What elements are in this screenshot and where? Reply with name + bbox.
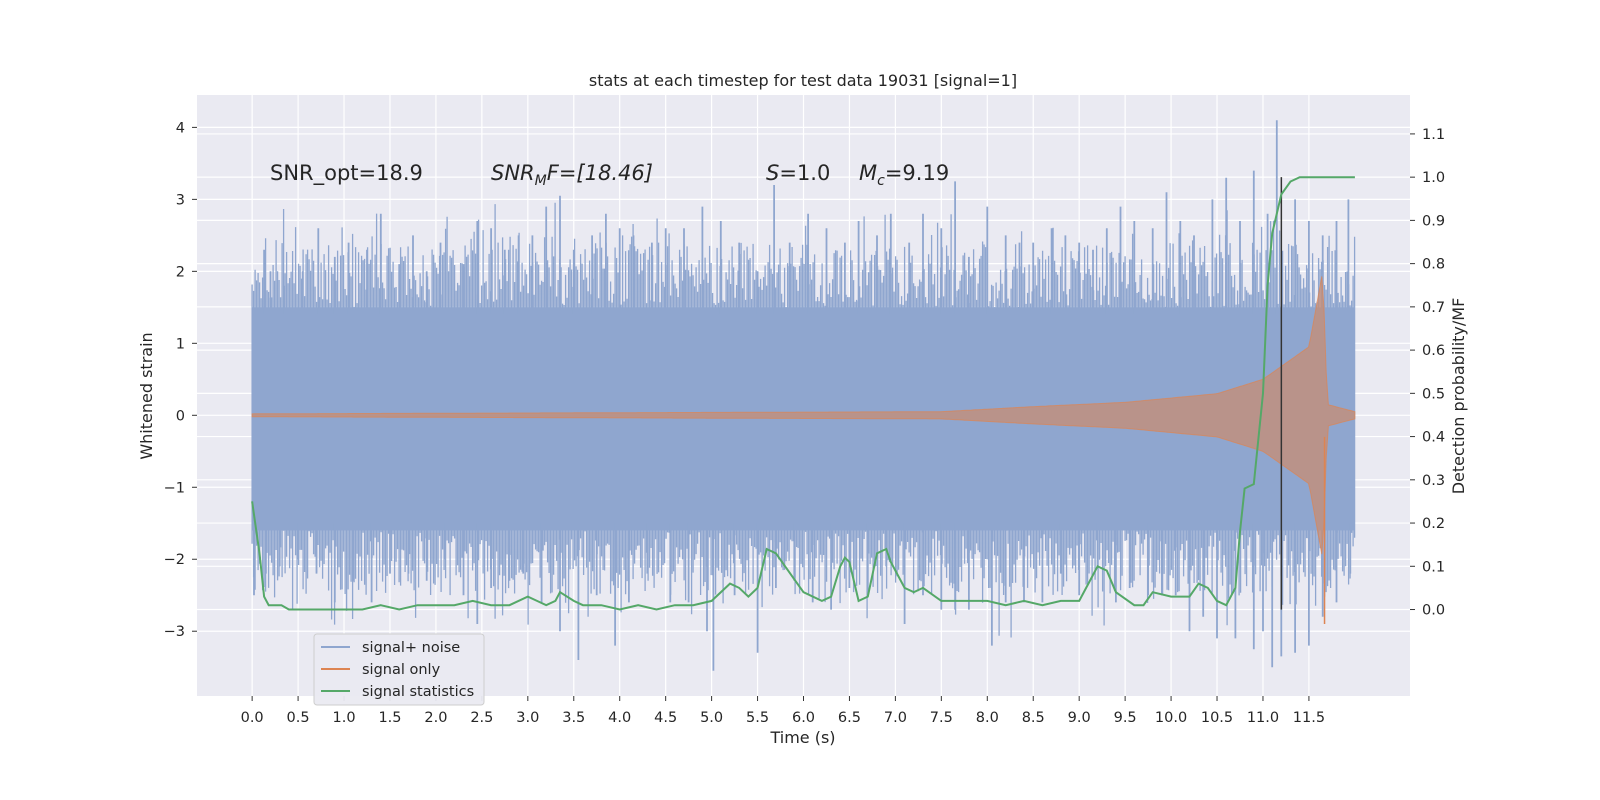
x-tick-label: 8.5	[1022, 710, 1045, 726]
series-signal-only	[251, 276, 1356, 625]
annotation-snr-mf-sub: M	[535, 173, 547, 189]
x-tick-label: 0.0	[241, 710, 264, 726]
annotation-mc: Mc=9.19	[859, 161, 949, 189]
statistics-line	[251, 176, 1355, 611]
x-tick-label: 8.0	[976, 710, 999, 726]
x-tick-label: 3.0	[516, 710, 539, 726]
x-axis-ticks: 0.0 0.5 1.0 1.5 2.0 2.5 3.0 3.5 4.0 4.5 5.0 5.5 6.0 6…	[241, 696, 1325, 726]
x-tick-label: 3.5	[562, 710, 585, 726]
x-tick-label: 11.0	[1247, 710, 1279, 726]
x-tick-label: 7.5	[930, 710, 953, 726]
legend-label-signal-only: signal only	[362, 662, 441, 678]
x-tick-label: 4.0	[608, 710, 631, 726]
series-signal-statistics	[251, 176, 1355, 611]
x-tick-label: 5.0	[700, 710, 723, 726]
annotation-snr-opt: SNR_opt=18.9	[270, 161, 423, 186]
y-tick-label: 0	[176, 408, 185, 424]
y-tick-label: −1	[164, 480, 185, 496]
annotation-s-symbol: S	[766, 161, 779, 185]
annotation-snr-mf: SNRMF=[18.46]	[491, 161, 653, 189]
x-tick-label: 10.0	[1155, 710, 1187, 726]
y-right-axis-ticks: 0.0 0.1 0.2 0.3 0.4 0.5 0.6 0.7 0.8 0.9 1.0 1.1	[1410, 127, 1445, 619]
y-tick-label: 3	[176, 192, 185, 208]
y-right-tick-label: 0.3	[1422, 473, 1445, 489]
chart-title: stats at each timestep for test data 190…	[589, 71, 1017, 90]
y-right-tick-label: 0.2	[1422, 516, 1445, 532]
y-tick-label: 4	[176, 120, 185, 136]
y-right-tick-label: 0.5	[1422, 386, 1445, 402]
signal-chirp	[251, 276, 1356, 555]
x-tick-label: 11.5	[1293, 710, 1325, 726]
annotation-s: S=1.0	[766, 161, 830, 185]
x-tick-label: 2.5	[470, 710, 493, 726]
x-tick-label: 6.0	[792, 710, 815, 726]
y-right-tick-label: 0.0	[1422, 603, 1445, 619]
x-tick-label: 9.0	[1068, 710, 1091, 726]
x-tick-label: 10.5	[1201, 710, 1233, 726]
annotation-s-value: =1.0	[779, 161, 830, 185]
x-tick-label: 2.0	[424, 710, 447, 726]
y-axis-label: Whitened strain	[137, 332, 156, 459]
legend: signal+ noise signal only signal statist…	[313, 633, 485, 706]
y-tick-label: −2	[164, 552, 185, 568]
y-right-tick-label: 0.4	[1422, 430, 1445, 446]
annotation-mc-value: =9.19	[885, 161, 949, 185]
x-tick-label: 1.0	[332, 710, 355, 726]
legend-box	[313, 633, 485, 706]
annotation-snr-mf-rest: F=[18.46]	[547, 161, 653, 185]
x-tick-label: 6.5	[838, 710, 861, 726]
y-right-tick-label: 0.9	[1422, 213, 1445, 229]
y-right-axis-label: Detection probability/MF	[1449, 298, 1468, 495]
y-right-tick-label: 1.1	[1422, 127, 1445, 143]
y-tick-label: 1	[176, 336, 185, 352]
y-right-tick-label: 0.1	[1422, 559, 1445, 575]
x-tick-label: 5.5	[746, 710, 769, 726]
y-right-tick-label: 1.0	[1422, 170, 1445, 186]
y-right-tick-label: 0.8	[1422, 257, 1445, 273]
y-tick-label: −3	[164, 624, 185, 640]
x-tick-label: 4.5	[654, 710, 677, 726]
y-axis-ticks: −3 −2 −1 0 1 2 3 4	[164, 120, 197, 640]
x-tick-label: 1.5	[378, 710, 401, 726]
y-tick-label: 2	[176, 264, 185, 280]
annotation-snr-mf-base: SNR	[491, 161, 535, 185]
x-axis-label: Time (s)	[769, 728, 835, 747]
annotation-mc-sub: c	[877, 173, 885, 189]
x-tick-label: 7.0	[884, 710, 907, 726]
noise-spikes	[253, 120, 1352, 671]
legend-label-signal-statistics: signal statistics	[362, 684, 474, 700]
x-tick-label: 9.5	[1114, 710, 1137, 726]
annotation-mc-symbol: M	[859, 161, 877, 185]
x-tick-label: 0.5	[287, 710, 310, 726]
legend-label-signal-plus-noise: signal+ noise	[362, 640, 460, 656]
y-right-tick-label: 0.7	[1422, 300, 1445, 316]
y-right-tick-label: 0.6	[1422, 343, 1445, 359]
